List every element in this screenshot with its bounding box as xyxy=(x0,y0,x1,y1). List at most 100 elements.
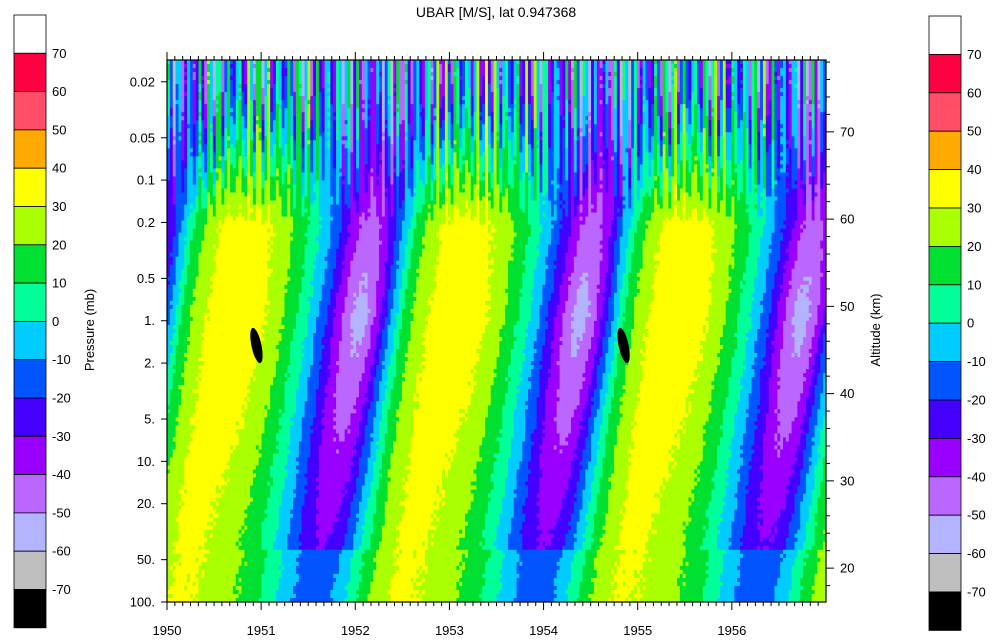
contour-cell xyxy=(530,76,535,81)
contour-cell xyxy=(187,84,191,89)
contour-cell xyxy=(330,104,334,109)
contour-cell xyxy=(439,64,443,69)
contour-cell xyxy=(654,108,658,113)
contour-cell xyxy=(823,128,826,133)
right-colorbar-swatch xyxy=(928,130,962,170)
contour-cell xyxy=(705,80,710,85)
contour-cell xyxy=(499,120,503,125)
contour-cell xyxy=(771,68,776,73)
contour-cell xyxy=(295,140,303,145)
contour-cell xyxy=(344,92,349,97)
contour-cell xyxy=(467,108,472,113)
contour-cell xyxy=(548,84,552,89)
contour-cell xyxy=(230,68,234,73)
contour-cell xyxy=(582,76,586,81)
contour-cell xyxy=(539,112,543,117)
contour-cell xyxy=(278,116,283,121)
contour-cell xyxy=(571,84,575,89)
contour-cell xyxy=(436,132,440,137)
contour-cell xyxy=(507,80,512,85)
contour-cell xyxy=(353,88,357,93)
contour-cell xyxy=(336,92,340,97)
contour-cell xyxy=(370,140,377,145)
contour-cell xyxy=(315,76,320,81)
contour-cell xyxy=(691,128,695,133)
contour-cell xyxy=(324,108,331,113)
contour-cell xyxy=(247,84,251,89)
contour-cell xyxy=(556,96,561,101)
contour-cell xyxy=(427,88,432,93)
contour-cell xyxy=(212,132,217,137)
contour-cell xyxy=(399,140,406,145)
contour-cell xyxy=(189,64,194,69)
contour-cell xyxy=(396,104,400,109)
contour-cell xyxy=(734,68,738,73)
contour-cell xyxy=(820,108,824,113)
contour-cell xyxy=(307,132,311,137)
contour-cell xyxy=(430,60,435,65)
contour-cell xyxy=(330,116,334,121)
contour-cell xyxy=(502,152,509,157)
contour-cell xyxy=(221,132,225,137)
contour-cell xyxy=(298,60,303,65)
contour-cell xyxy=(324,72,329,77)
contour-cell xyxy=(467,72,472,77)
contour-cell xyxy=(731,68,735,73)
contour-cell xyxy=(267,128,271,133)
contour-cell xyxy=(636,60,641,65)
contour-cell xyxy=(215,76,223,81)
contour-cell xyxy=(273,108,277,113)
contour-cell xyxy=(479,68,486,73)
contour-cell xyxy=(230,84,234,89)
contour-cell xyxy=(227,124,231,129)
contour-cell xyxy=(439,128,446,133)
contour-cell xyxy=(278,120,283,125)
contour-cell xyxy=(593,132,598,137)
contour-cell xyxy=(754,116,758,121)
contour-cell xyxy=(708,80,712,85)
contour-cell xyxy=(442,80,446,85)
contour-cell xyxy=(485,116,489,121)
contour-cell xyxy=(685,128,692,133)
contour-cell xyxy=(536,128,541,133)
contour-cell xyxy=(290,136,294,141)
contour-cell xyxy=(407,136,412,141)
contour-cell xyxy=(797,68,801,73)
contour-cell xyxy=(505,120,509,125)
contour-cell xyxy=(797,76,801,81)
contour-cell xyxy=(204,92,208,97)
contour-cell xyxy=(619,84,624,89)
contour-cell xyxy=(656,80,661,85)
contour-cell xyxy=(725,112,733,117)
contour-cell xyxy=(167,112,171,117)
contour-cell xyxy=(189,80,194,85)
contour-cell xyxy=(244,68,248,73)
contour-cell xyxy=(293,136,297,141)
contour-cell xyxy=(671,72,675,77)
contour-cell xyxy=(628,136,632,141)
contour-cell xyxy=(734,104,738,109)
contour-cell xyxy=(691,92,698,97)
contour-cell xyxy=(485,128,489,133)
contour-cell xyxy=(797,104,801,109)
contour-cell xyxy=(622,124,629,129)
contour-cell xyxy=(685,72,690,77)
contour-cell xyxy=(404,128,409,133)
contour-cell xyxy=(195,132,200,137)
contour-cell xyxy=(608,68,615,73)
contour-cell xyxy=(487,64,492,69)
contour-cell xyxy=(304,128,308,133)
left-colorbar-label: 30 xyxy=(52,199,66,214)
contour-cell xyxy=(625,84,629,89)
contour-cell xyxy=(344,116,349,121)
contour-cell xyxy=(487,116,492,121)
contour-cell xyxy=(725,72,733,77)
contour-cell xyxy=(324,80,329,85)
contour-cell xyxy=(783,80,787,85)
contour-cell xyxy=(479,60,486,65)
contour-cell xyxy=(785,100,790,105)
contour-cell xyxy=(550,112,555,117)
contour-cell xyxy=(267,100,271,105)
contour-cell xyxy=(419,136,426,141)
contour-cell xyxy=(668,68,672,73)
